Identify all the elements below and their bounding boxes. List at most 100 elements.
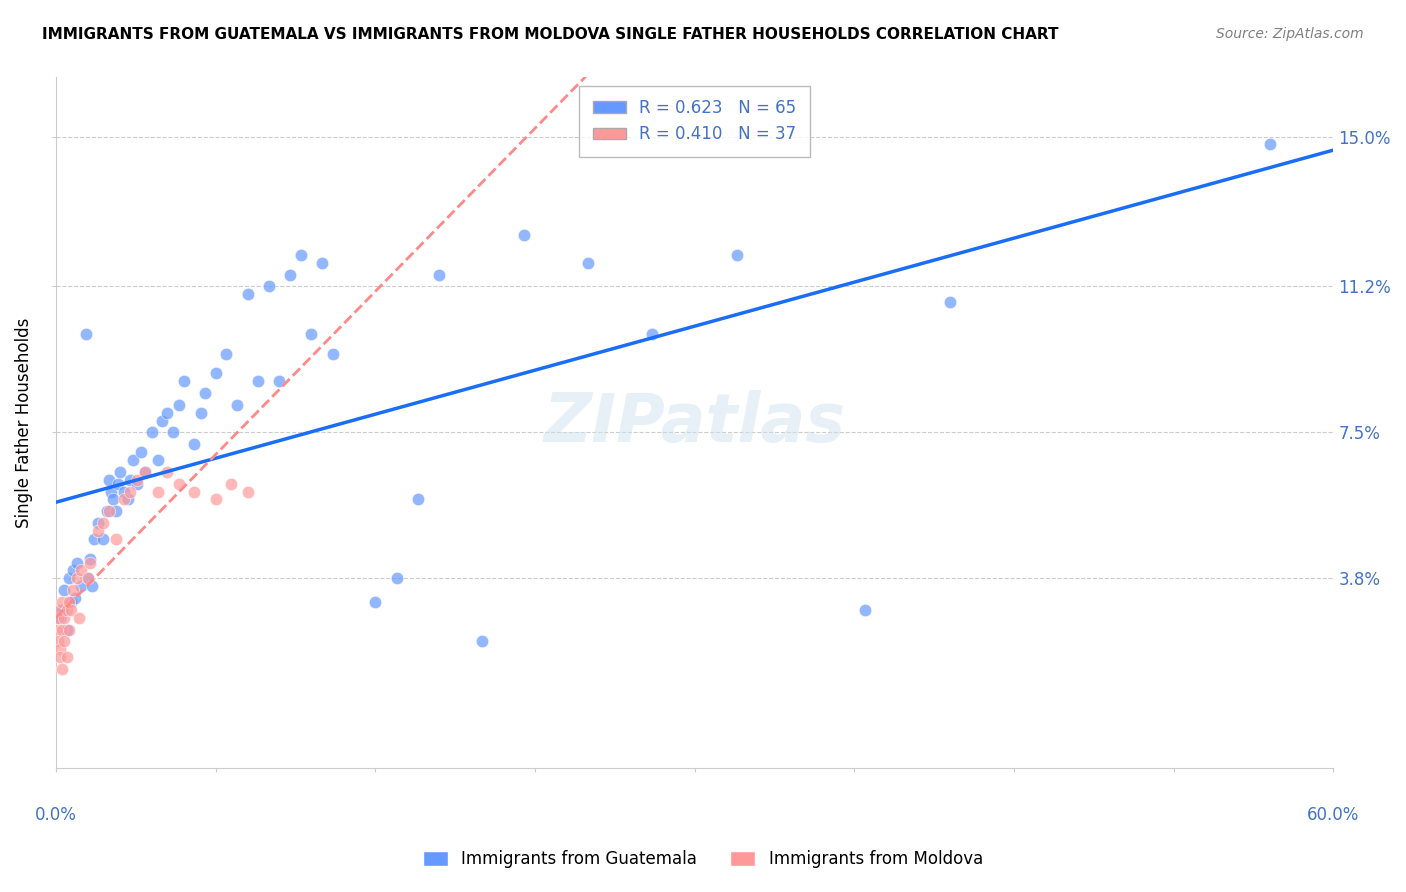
- Point: [146, 453, 169, 467]
- Point: [58, 623, 80, 637]
- Point: [939, 295, 962, 310]
- Point: [183, 484, 205, 499]
- Y-axis label: Single Father Households: Single Father Households: [15, 318, 32, 528]
- Point: [290, 248, 312, 262]
- Point: [162, 425, 184, 440]
- Point: [53, 634, 76, 648]
- Point: [67, 611, 90, 625]
- Point: [215, 346, 238, 360]
- Point: [156, 406, 179, 420]
- Point: [104, 504, 127, 518]
- Point: [576, 256, 599, 270]
- Point: [471, 634, 494, 648]
- Point: [225, 398, 247, 412]
- Point: [66, 556, 89, 570]
- Point: [62, 564, 84, 578]
- Point: [70, 579, 93, 593]
- Point: [169, 476, 191, 491]
- Point: [299, 326, 322, 341]
- Point: [236, 484, 259, 499]
- Legend: R = 0.623   N = 65, R = 0.410   N = 37: R = 0.623 N = 65, R = 0.410 N = 37: [579, 86, 810, 157]
- Point: [62, 583, 84, 598]
- Text: IMMIGRANTS FROM GUATEMALA VS IMMIGRANTS FROM MOLDOVA SINGLE FATHER HOUSEHOLDS CO: IMMIGRANTS FROM GUATEMALA VS IMMIGRANTS …: [42, 27, 1059, 42]
- Text: 0.0%: 0.0%: [35, 805, 77, 823]
- Point: [51, 662, 73, 676]
- Point: [51, 623, 73, 637]
- Point: [79, 551, 101, 566]
- Point: [108, 465, 131, 479]
- Point: [257, 279, 280, 293]
- Point: [58, 571, 80, 585]
- Point: [49, 642, 72, 657]
- Point: [55, 603, 77, 617]
- Point: [49, 603, 72, 617]
- Point: [98, 504, 121, 518]
- Point: [364, 595, 387, 609]
- Point: [49, 650, 72, 665]
- Point: [120, 473, 142, 487]
- Point: [406, 492, 429, 507]
- Point: [190, 406, 212, 420]
- Point: [91, 516, 114, 530]
- Point: [725, 248, 748, 262]
- Point: [311, 256, 333, 270]
- Point: [134, 465, 156, 479]
- Point: [53, 583, 76, 598]
- Point: [53, 611, 76, 625]
- Legend: Immigrants from Guatemala, Immigrants from Moldova: Immigrants from Guatemala, Immigrants fr…: [416, 844, 990, 875]
- Point: [75, 326, 97, 341]
- Point: [79, 556, 101, 570]
- Point: [278, 268, 301, 282]
- Point: [1258, 137, 1281, 152]
- Point: [98, 473, 121, 487]
- Point: [129, 445, 152, 459]
- Text: 60.0%: 60.0%: [1308, 805, 1360, 823]
- Point: [120, 484, 142, 499]
- Point: [76, 571, 98, 585]
- Point: [204, 492, 226, 507]
- Point: [59, 595, 82, 609]
- Text: ZIPatlas: ZIPatlas: [544, 390, 845, 456]
- Point: [194, 386, 217, 401]
- Point: [103, 492, 125, 507]
- Point: [45, 623, 67, 637]
- Point: [51, 603, 73, 617]
- Point: [146, 484, 169, 499]
- Point: [96, 504, 118, 518]
- Point: [125, 473, 148, 487]
- Point: [59, 603, 82, 617]
- Point: [121, 453, 143, 467]
- Point: [169, 398, 191, 412]
- Point: [55, 650, 77, 665]
- Point: [641, 326, 664, 341]
- Point: [107, 476, 129, 491]
- Point: [134, 465, 156, 479]
- Point: [173, 374, 195, 388]
- Point: [204, 366, 226, 380]
- Point: [51, 595, 73, 609]
- Point: [87, 524, 110, 538]
- Point: [104, 532, 127, 546]
- Point: [66, 571, 89, 585]
- Point: [236, 287, 259, 301]
- Point: [49, 611, 72, 625]
- Point: [156, 465, 179, 479]
- Point: [269, 374, 291, 388]
- Point: [125, 476, 148, 491]
- Point: [219, 476, 242, 491]
- Point: [83, 532, 105, 546]
- Point: [117, 492, 139, 507]
- Point: [427, 268, 450, 282]
- Point: [46, 634, 69, 648]
- Point: [63, 591, 86, 606]
- Point: [82, 579, 104, 593]
- Point: [853, 603, 876, 617]
- Point: [112, 492, 135, 507]
- Point: [385, 571, 408, 585]
- Point: [76, 571, 98, 585]
- Point: [322, 346, 344, 360]
- Point: [141, 425, 163, 440]
- Point: [55, 623, 77, 637]
- Point: [150, 414, 173, 428]
- Text: Source: ZipAtlas.com: Source: ZipAtlas.com: [1216, 27, 1364, 41]
